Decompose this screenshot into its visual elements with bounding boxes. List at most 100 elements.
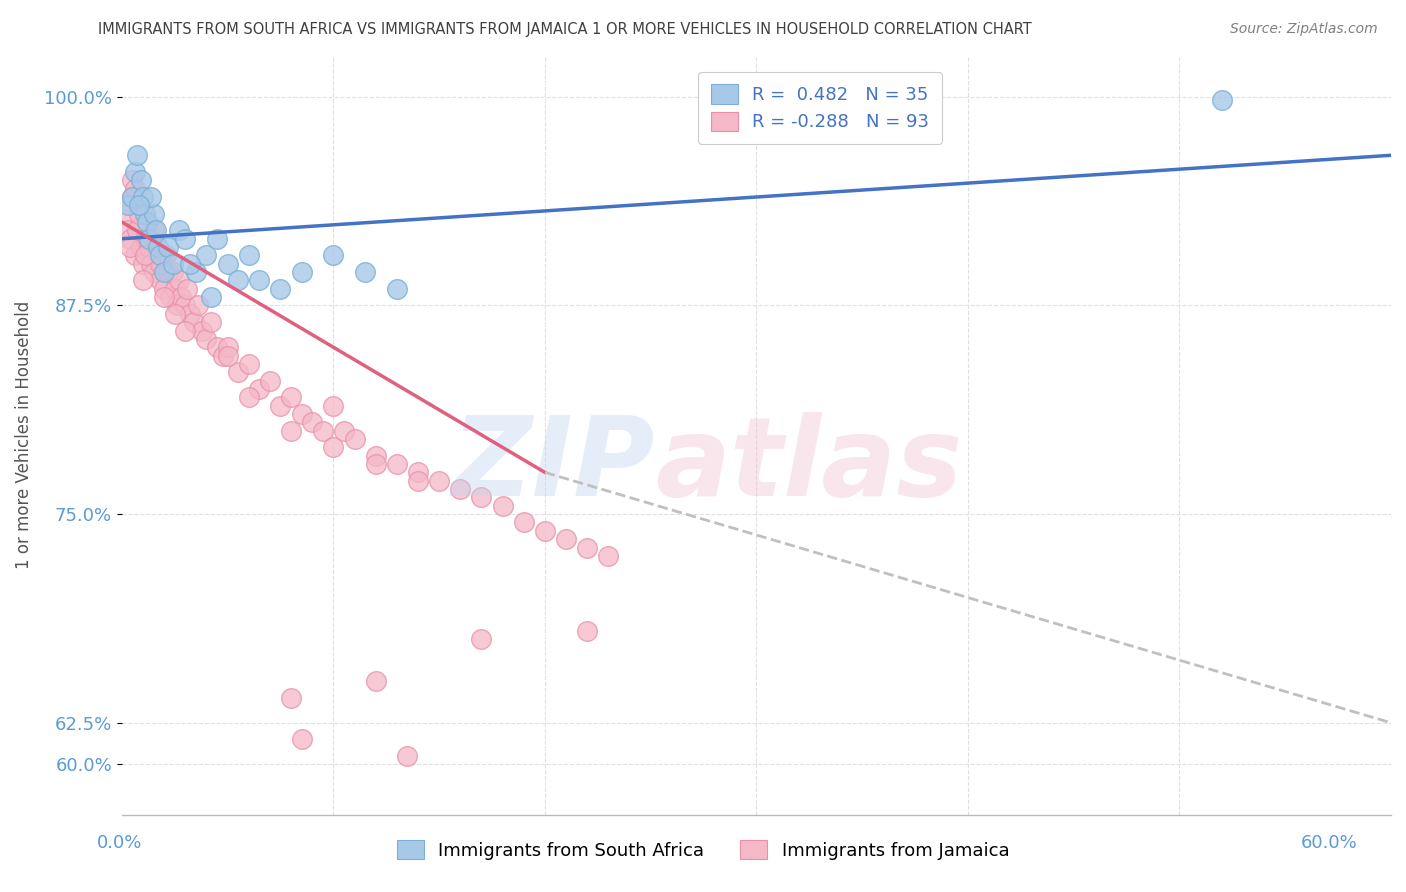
Text: IMMIGRANTS FROM SOUTH AFRICA VS IMMIGRANTS FROM JAMAICA 1 OR MORE VEHICLES IN HO: IMMIGRANTS FROM SOUTH AFRICA VS IMMIGRAN… [98,22,1032,37]
Point [117,198,139,212]
Point [238,357,260,371]
Point [238,248,260,262]
Point [280,424,302,438]
Point [491,499,513,513]
Point [134,248,156,262]
Point [226,365,249,379]
Point [217,340,239,354]
Point [195,332,218,346]
Point [291,265,314,279]
Point [576,624,599,638]
Point [162,265,184,279]
Point [162,257,184,271]
Point [247,382,270,396]
Point [238,390,260,404]
Point [269,399,291,413]
Text: Source: ZipAtlas.com: Source: ZipAtlas.com [1230,22,1378,37]
Point [157,240,180,254]
Text: 60.0%: 60.0% [1301,834,1357,852]
Point [167,273,190,287]
Point [205,232,228,246]
Point [184,265,207,279]
Point [124,182,146,196]
Point [145,223,167,237]
Point [322,399,344,413]
Point [121,173,143,187]
Point [166,298,188,312]
Point [125,223,148,237]
Point [132,190,155,204]
Point [136,215,159,229]
Point [217,257,239,271]
Point [124,165,146,179]
Point [149,248,172,262]
Point [555,532,578,546]
Point [142,207,165,221]
Point [163,307,186,321]
Point [138,240,160,254]
Point [155,248,177,262]
Point [150,257,173,271]
Y-axis label: 1 or more Vehicles in Household: 1 or more Vehicles in Household [15,301,32,569]
Point [128,198,150,212]
Point [576,541,599,555]
Point [121,190,143,204]
Point [149,257,172,271]
Point [159,290,181,304]
Point [136,232,159,246]
Point [134,207,156,221]
Point [191,324,214,338]
Point [117,223,139,237]
Point [247,273,270,287]
Point [427,474,450,488]
Point [333,424,356,438]
Text: 0.0%: 0.0% [97,834,142,852]
Point [226,273,249,287]
Point [269,282,291,296]
Point [354,265,377,279]
Point [145,240,167,254]
Point [179,307,201,321]
Point [322,441,344,455]
Point [129,240,152,254]
Point [128,207,150,221]
Point [406,466,429,480]
Point [157,265,180,279]
Point [598,549,620,563]
Point [385,282,408,296]
Point [153,282,176,296]
Point [513,516,536,530]
Point [115,207,138,221]
Point [449,482,471,496]
Point [195,248,218,262]
Point [146,248,169,262]
Point [146,240,169,254]
Point [312,424,335,438]
Legend: R =  0.482   N = 35, R = -0.288   N = 93: R = 0.482 N = 35, R = -0.288 N = 93 [697,71,942,144]
Point [141,190,163,204]
Point [470,491,492,505]
Point [120,232,142,246]
Point [1211,93,1233,107]
Point [124,248,146,262]
Point [396,749,419,764]
Point [174,324,197,338]
Point [138,232,160,246]
Point [364,449,387,463]
Point [534,524,557,538]
Point [129,173,152,187]
Point [364,673,387,688]
Text: ZIP: ZIP [451,412,655,519]
Point [142,265,165,279]
Point [291,732,314,747]
Point [322,248,344,262]
Point [280,390,302,404]
Text: atlas: atlas [655,412,962,519]
Point [406,474,429,488]
Point [121,190,143,204]
Point [217,349,239,363]
Point [183,315,205,329]
Point [179,257,201,271]
Point [128,198,150,212]
Point [132,273,155,287]
